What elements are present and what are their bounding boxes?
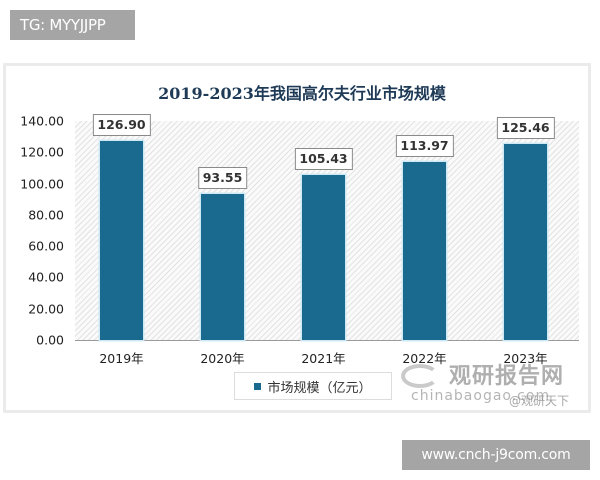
watermark-logo-icon bbox=[401, 364, 439, 388]
bar-2021年 bbox=[302, 175, 345, 340]
y-tick-label: 140.00 bbox=[20, 113, 64, 129]
bar-value-label: 93.55 bbox=[197, 166, 248, 189]
watermark-weibo: @观研天下 bbox=[509, 394, 570, 408]
y-tick-label: 100.00 bbox=[20, 176, 64, 192]
bar-2019年 bbox=[100, 141, 143, 340]
x-tick-label: 2019年 bbox=[99, 351, 144, 366]
x-tick-label: 2022年 bbox=[402, 351, 447, 366]
bar-value-label: 126.90 bbox=[92, 114, 151, 137]
x-axis-line bbox=[75, 340, 579, 341]
bar-2022年 bbox=[403, 161, 446, 340]
y-tick-label: 80.00 bbox=[28, 207, 64, 223]
legend-label: 市场规模（亿元） bbox=[267, 380, 372, 396]
chart-card: 2019-2023年我国高尔夫行业市场规模 0.00 20.00 40.00 60.0… bbox=[3, 63, 591, 413]
legend: 市场规模（亿元） bbox=[234, 372, 392, 400]
tg-tag-label: TG: MYYJJPP bbox=[10, 10, 135, 40]
bar-2020年 bbox=[201, 193, 244, 340]
y-tick-label: 60.00 bbox=[28, 238, 64, 254]
watermark-brand-en: chinabaogao.com bbox=[411, 388, 551, 404]
x-tick-label: 2023年 bbox=[503, 351, 548, 366]
y-tick-label: 0.00 bbox=[36, 332, 64, 348]
legend-swatch bbox=[254, 382, 262, 390]
y-tick-label: 20.00 bbox=[28, 301, 64, 317]
bar-value-label: 105.43 bbox=[294, 148, 353, 171]
bar-2023年 bbox=[504, 143, 547, 340]
x-tick-label: 2020年 bbox=[200, 351, 245, 366]
x-tick-label: 2021年 bbox=[301, 351, 346, 366]
bar-value-label: 113.97 bbox=[395, 134, 454, 157]
y-tick-label: 120.00 bbox=[20, 144, 64, 160]
bar-value-label: 125.46 bbox=[496, 116, 555, 139]
chart-title: 2019-2023年我国高尔夫行业市场规模 bbox=[158, 84, 446, 103]
y-tick-label: 40.00 bbox=[28, 269, 64, 285]
url-label: www.cnch-j9com.com bbox=[402, 440, 590, 470]
